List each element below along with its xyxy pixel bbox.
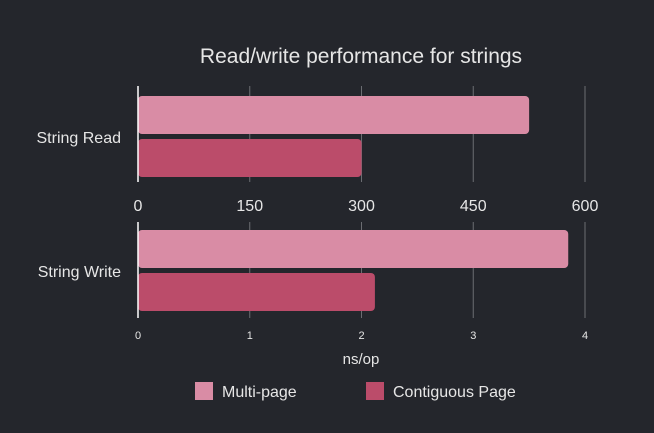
- legend-swatch: [195, 382, 213, 400]
- bar-multi-page: [138, 96, 530, 134]
- bar-contiguous-page: [138, 273, 375, 311]
- chart-title: Read/write performance for strings: [200, 45, 522, 68]
- bar-contiguous-page: [138, 139, 362, 177]
- tick-label: 300: [348, 198, 375, 215]
- tick-label: 4: [582, 330, 588, 342]
- tick-label: 0: [135, 330, 141, 342]
- legend-swatch: [366, 382, 384, 400]
- panel-1: String Read 0 150 300 450 600: [37, 86, 599, 215]
- legend-label: Contiguous Page: [393, 384, 516, 401]
- tick-label: 0: [134, 198, 143, 215]
- panel-2: String Write 0 1 2 3 4: [38, 222, 588, 342]
- tick-label: 600: [572, 198, 599, 215]
- tick-label: 3: [470, 330, 476, 342]
- tick-label: 150: [236, 198, 263, 215]
- category-label: String Read: [37, 130, 122, 147]
- tick-label: 1: [247, 330, 253, 342]
- bar-multi-page: [138, 230, 569, 268]
- x-axis-title: ns/op: [343, 351, 380, 368]
- legend: Multi-page Contiguous Page: [195, 382, 516, 401]
- legend-label: Multi-page: [222, 384, 297, 401]
- legend-item: Multi-page: [195, 382, 297, 401]
- legend-item: Contiguous Page: [366, 382, 516, 401]
- category-label: String Write: [38, 264, 121, 281]
- chart-panels: String Read 0 150 300 450 600 String Write 0 1 2 3…: [37, 86, 599, 342]
- tick-label: 450: [460, 198, 487, 215]
- tick-label: 2: [358, 330, 364, 342]
